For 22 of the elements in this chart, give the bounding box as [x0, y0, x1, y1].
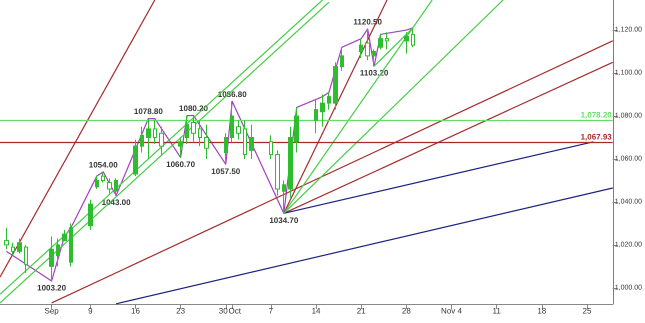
- x-tick-label: 18: [537, 306, 547, 316]
- annotation: 1003.20: [37, 284, 67, 293]
- x-tick-label: 11: [492, 306, 502, 316]
- x-tick-label: 30: [218, 306, 228, 316]
- x-tick-label: Sep: [44, 306, 60, 316]
- annotation: 1034.70: [269, 216, 299, 225]
- x-tick-label: Oct: [228, 306, 242, 316]
- ref-line-label: 1,078.20: [580, 110, 612, 120]
- x-tick-label: 25: [582, 306, 592, 316]
- ref-line-label: 1,067.93: [580, 132, 612, 142]
- x-tick-label: 9: [88, 306, 94, 316]
- x-tick-label: 14: [312, 306, 322, 316]
- x-tick-label: 7: [268, 306, 274, 316]
- x-tick-label: 16: [130, 306, 140, 316]
- x-tick-label: 23: [176, 306, 186, 316]
- x-tick-label: 21: [356, 306, 366, 316]
- x-tick-label: 28: [402, 306, 412, 316]
- x-tick-label: Nov 4: [441, 306, 462, 316]
- annotation: 1054.00: [88, 160, 118, 170]
- annotation: 1078.80: [134, 107, 164, 116]
- annotation: 1057.50: [211, 166, 241, 176]
- annotation: 1060.70: [166, 160, 196, 169]
